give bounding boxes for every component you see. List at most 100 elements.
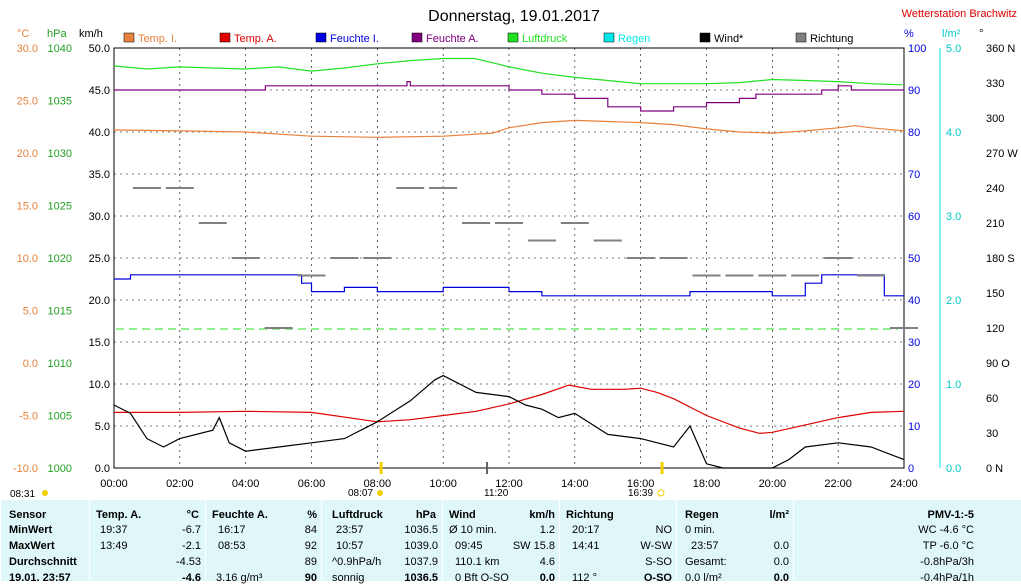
series-line-temp_i	[113, 119, 905, 138]
hpa-tick-label: 1000	[48, 463, 72, 475]
direction-tick-label: 210	[986, 218, 1004, 230]
temp-a-min-value: -6.7	[182, 524, 201, 536]
direction-tick-label: 360 N	[986, 43, 1015, 55]
percent-tick-label: 90	[908, 85, 920, 97]
series-line-feuchte_i	[114, 274, 904, 297]
row-label-avg: Durchschnitt	[9, 556, 77, 568]
richtung-point	[165, 187, 194, 189]
hpa-tick-label: 1020	[48, 253, 72, 265]
stats-header-regen: Regen	[685, 509, 719, 521]
wind-beaufort: 0 Bft O-SO	[455, 572, 509, 584]
series-line-feuchte_a	[114, 81, 904, 112]
richtung-point	[692, 274, 721, 277]
wind-run: 110.1 km	[455, 556, 500, 568]
richtung-min-time: 20:17	[572, 524, 600, 536]
richtung-point	[330, 257, 359, 259]
direction-tick-label: 270 W	[986, 148, 1018, 160]
percent-tick-label: 0	[908, 463, 914, 475]
luftdruck-max-value: 1039.0	[404, 540, 438, 552]
legend-swatch-temp_a	[219, 32, 231, 43]
weather-chart: 00:00 02:00 04:00 06:00 08:00 10:00 12:00 14:00…	[10, 8, 1018, 500]
stats-header-wind-unit: km/h	[529, 509, 555, 521]
daylength-sun-icon	[42, 490, 48, 496]
percent-tick-label: 30	[908, 337, 920, 349]
kmh-tick-label: 30.0	[89, 211, 110, 223]
richtung-point	[791, 274, 820, 277]
regen-max-time: 23:57	[691, 540, 719, 552]
hpa-tick-label: 1025	[48, 201, 72, 213]
pressure-trend-1h: -0.4hPa/1h	[920, 572, 974, 584]
richtung-point	[593, 239, 622, 242]
direction-tick-label: 180 S	[986, 253, 1015, 265]
sunrise-sun-icon	[377, 490, 383, 496]
stats-header-wind: Wind	[449, 509, 476, 521]
sunset-moon-icon	[657, 489, 665, 497]
chart-title: Donnerstag, 19.01.2017	[428, 8, 600, 25]
wind-max-value: SW 15.8	[512, 540, 555, 552]
regen-total-value: 0.0	[773, 556, 789, 568]
richtung-point	[560, 222, 589, 224]
direction-tick-label: 30	[986, 428, 998, 440]
legend-label-wind: Wind*	[714, 33, 744, 45]
richtung-point	[396, 187, 425, 189]
direction-tick-label: 330	[986, 78, 1004, 90]
richtung-point	[659, 257, 688, 259]
x-tick-label: 04:00	[232, 478, 260, 490]
kmh-tick-label: 25.0	[89, 253, 110, 265]
percent-tick-label: 60	[908, 211, 920, 223]
rain-tick-label: 5.0	[946, 43, 961, 55]
feuchte-a-min-time: 16:17	[218, 524, 246, 536]
stats-header-luftdruck: Luftdruck	[332, 509, 383, 521]
celsius-tick-label: 25.0	[17, 96, 38, 108]
row-label-min: MinWert	[9, 524, 53, 536]
richtung-point	[824, 257, 853, 259]
wind-min-label: Ø 10 min.	[449, 524, 497, 536]
direction-tick-label: 60	[986, 393, 998, 405]
kmh-tick-label: 35.0	[89, 169, 110, 181]
celsius-tick-label: 5.0	[23, 306, 38, 318]
wind-min-value: 1.2	[539, 524, 555, 536]
percent-tick-label: 10	[908, 421, 920, 433]
percent-tick-label: 100	[908, 43, 926, 55]
richtung-point	[231, 257, 260, 259]
temp-a-current-value: -4.6	[182, 572, 201, 584]
luftdruck-min-time: 23:57	[336, 524, 364, 536]
direction-tick-label: 90 O	[986, 358, 1010, 370]
unit-direction: °	[979, 28, 983, 40]
celsius-tick-label: -10.0	[13, 463, 38, 475]
legend-label-temp_i: Temp. I.	[138, 33, 177, 45]
temp-a-max-value: -2.1	[182, 540, 201, 552]
stats-header-luftdruck-unit: hPa	[415, 509, 436, 521]
station-name: Wetterstation Brachwitz	[902, 8, 1017, 20]
richtung-point	[495, 222, 523, 224]
stats-header-temp-a: Temp. A.	[96, 509, 142, 521]
sunrise-label: 08:07	[348, 488, 373, 499]
legend-swatch-temp_i	[123, 32, 135, 43]
stats-header-temp-a-unit: °C	[186, 509, 199, 521]
richtung-point	[758, 274, 787, 277]
hpa-tick-label: 1040	[48, 43, 72, 55]
wind-avg-value: 4.6	[539, 556, 555, 568]
luftdruck-trend: ^0.9hPa/h	[332, 556, 382, 568]
regen-duration: 0 min.	[685, 524, 715, 536]
temp-a-avg-value: -4.53	[175, 556, 201, 568]
percent-tick-label: 80	[908, 127, 920, 139]
kmh-tick-label: 50.0	[89, 43, 110, 55]
richtung-point	[462, 222, 491, 224]
unit-rain: l/m²	[942, 28, 961, 40]
chart-axes: 00:00 02:00 04:00 06:00 08:00 10:00 12:00 14:00…	[13, 43, 1018, 490]
x-tick-label: 00:00	[100, 478, 128, 490]
chart-series	[113, 57, 918, 469]
rain-tick-label: 2.0	[946, 295, 961, 307]
celsius-tick-label: 15.0	[17, 201, 38, 213]
richtung-point	[363, 257, 392, 259]
kmh-tick-label: 0.0	[95, 463, 110, 475]
legend-swatch-feuchte_a	[411, 32, 423, 43]
rain-tick-label: 1.0	[946, 379, 961, 391]
feuchte-a-current-value: 90	[304, 572, 317, 584]
marker-label: 11:20	[484, 488, 509, 499]
x-tick-label: 08:00	[364, 478, 392, 490]
celsius-tick-label: 30.0	[17, 43, 38, 55]
luftdruck-current-value: 1036.5	[404, 572, 438, 584]
richtung-point	[626, 257, 655, 259]
